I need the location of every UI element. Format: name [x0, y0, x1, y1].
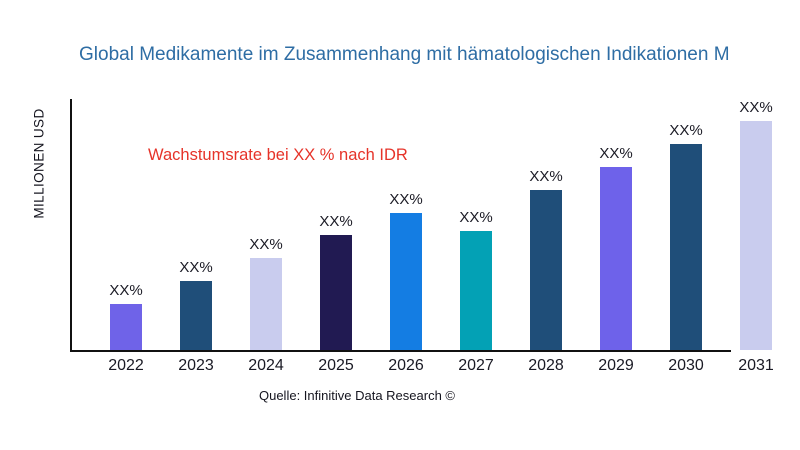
bar-2026: [390, 213, 422, 350]
x-tick-2029: 2029: [598, 357, 634, 374]
bar-2025: [320, 235, 352, 350]
bar-value-label-2030: XX%: [669, 122, 703, 139]
bar-2029: [600, 167, 632, 350]
x-tick-2025: 2025: [318, 357, 354, 374]
x-tick-2030: 2030: [668, 357, 704, 374]
x-tick-2026: 2026: [388, 357, 424, 374]
x-tick-2023: 2023: [178, 357, 214, 374]
chart-title: Global Medikamente im Zusammenhang mit h…: [79, 44, 730, 65]
x-tick-2028: 2028: [528, 357, 564, 374]
x-tick-2031: 2031: [738, 357, 774, 374]
x-tick-2022: 2022: [108, 357, 144, 374]
bar-2024: [250, 258, 282, 350]
bar-2022: [110, 304, 142, 350]
bar-2027: [460, 231, 492, 350]
bar-value-label-2022: XX%: [109, 282, 143, 299]
bar-value-label-2028: XX%: [529, 168, 563, 185]
bar-value-label-2029: XX%: [599, 145, 633, 162]
bar-value-label-2031: XX%: [739, 99, 773, 116]
bar-2031: [740, 121, 772, 350]
y-axis-line: [70, 99, 72, 351]
bar-2030: [670, 144, 702, 350]
x-tick-2027: 2027: [458, 357, 494, 374]
bar-value-label-2026: XX%: [389, 191, 423, 208]
y-axis-label: MILLIONEN USD: [31, 108, 47, 219]
bar-value-label-2027: XX%: [459, 209, 493, 226]
bar-value-label-2023: XX%: [179, 259, 213, 276]
x-axis-line: [70, 350, 731, 352]
source-note: Quelle: Infinitive Data Research ©: [258, 388, 455, 403]
growth-annotation: Wachstumsrate bei XX % nach IDR: [148, 146, 408, 164]
bar-value-label-2024: XX%: [249, 236, 283, 253]
x-tick-2024: 2024: [248, 357, 284, 374]
bar-2023: [180, 281, 212, 350]
bar-value-label-2025: XX%: [319, 213, 353, 230]
bar-2028: [530, 190, 562, 350]
